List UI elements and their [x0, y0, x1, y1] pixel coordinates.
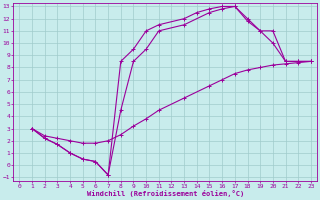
X-axis label: Windchill (Refroidissement éolien,°C): Windchill (Refroidissement éolien,°C): [86, 190, 244, 197]
